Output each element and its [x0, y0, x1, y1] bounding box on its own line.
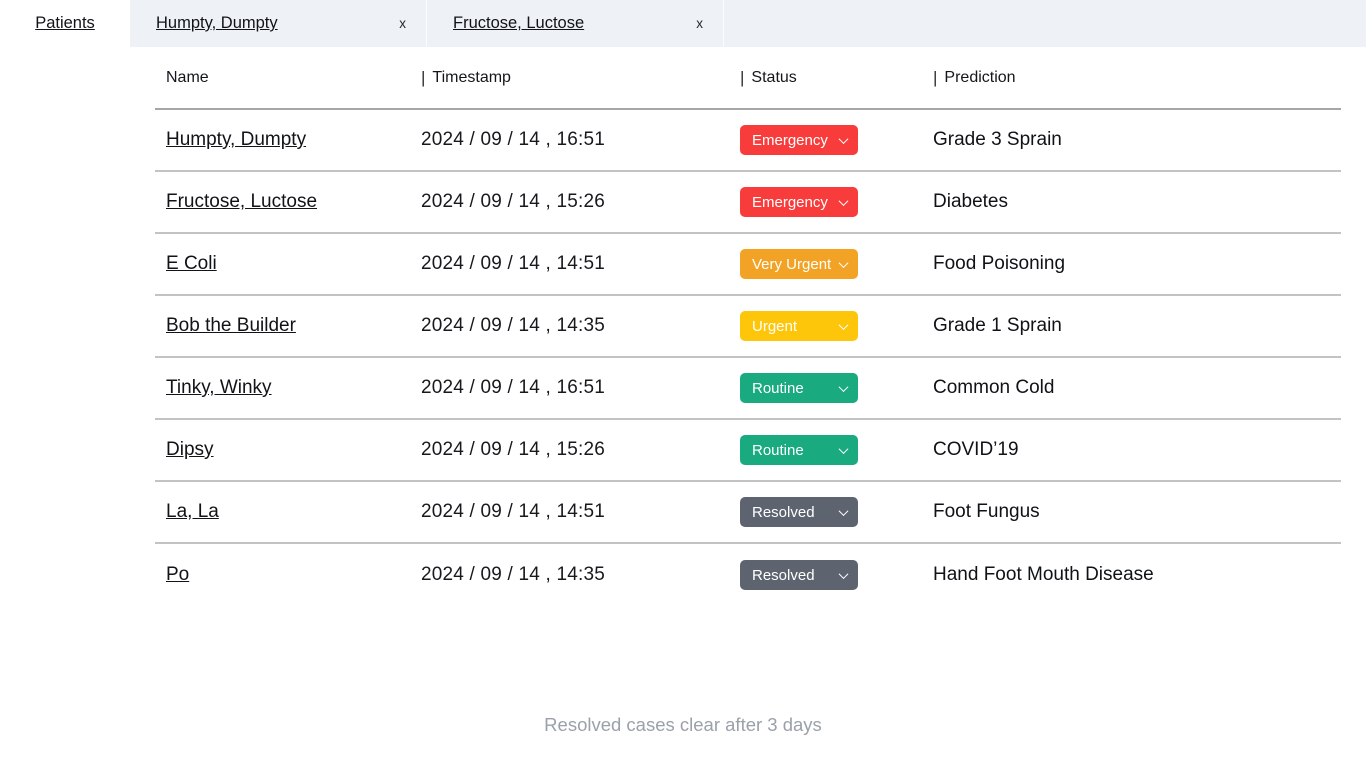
patient-table: Name | Timestamp | Status | Prediction H… [155, 47, 1341, 606]
chevron-down-icon [838, 443, 849, 454]
name-cell: Bob the Builder [155, 315, 421, 337]
status-label: Routine [752, 441, 804, 459]
status-label: Very Urgent [752, 255, 832, 273]
column-divider: | [421, 67, 426, 87]
prediction-cell: COVID’19 [933, 439, 1019, 460]
prediction-cell: Common Cold [933, 377, 1055, 398]
status-cell: Very Urgent [740, 249, 928, 279]
column-header-status: | Status [740, 68, 928, 88]
timestamp-cell: 2024 / 09 / 14 , 14:35 [421, 564, 605, 585]
timestamp-cell: 2024 / 09 / 14 , 14:51 [421, 253, 605, 274]
tab-patients[interactable]: Patients [0, 0, 130, 47]
chevron-down-icon [838, 319, 849, 330]
patient-name-link[interactable]: Po [166, 564, 190, 585]
table-header-row: Name | Timestamp | Status | Prediction [155, 47, 1341, 110]
timestamp-cell: 2024 / 09 / 14 , 14:51 [421, 501, 605, 522]
footer-note: Resolved cases clear after 3 days [544, 714, 822, 735]
status-dropdown-button[interactable]: Routine [740, 373, 858, 403]
status-cell: Emergency [740, 125, 928, 155]
prediction-cell: Grade 1 Sprain [933, 315, 1062, 336]
table-row: Dipsy 2024 / 09 / 14 , 15:26 Routine COV… [155, 420, 1341, 482]
name-cell: Po [155, 564, 421, 586]
prediction-cell: Diabetes [933, 191, 1008, 212]
table-row: Humpty, Dumpty 2024 / 09 / 14 , 16:51 Em… [155, 110, 1341, 172]
status-dropdown-button[interactable]: Resolved [740, 497, 858, 527]
table-row: Fructose, Luctose 2024 / 09 / 14 , 15:26… [155, 172, 1341, 234]
status-label: Routine [752, 379, 804, 397]
patient-tab-label[interactable]: Fructose, Luctose [453, 14, 585, 32]
tab-bar: Patients Humpty, Dumpty x Fructose, Luct… [0, 0, 1366, 47]
status-dropdown-button[interactable]: Urgent [740, 311, 858, 341]
name-cell: La, La [155, 501, 421, 523]
patient-name-link[interactable]: Fructose, Luctose [166, 191, 318, 212]
status-dropdown-button[interactable]: Routine [740, 435, 858, 465]
column-header-label: Timestamp [432, 68, 511, 86]
table-row: Po 2024 / 09 / 14 , 14:35 Resolved Hand … [155, 544, 1341, 606]
status-cell: Emergency [740, 187, 928, 217]
status-label: Resolved [752, 503, 815, 521]
status-dropdown-button[interactable]: Emergency [740, 187, 858, 217]
chevron-down-icon [838, 257, 849, 268]
name-cell: Fructose, Luctose [155, 191, 421, 213]
table-row: Bob the Builder 2024 / 09 / 14 , 14:35 U… [155, 296, 1341, 358]
chevron-down-icon [838, 505, 849, 516]
patient-name-link[interactable]: Bob the Builder [166, 315, 296, 336]
close-icon[interactable]: x [395, 14, 410, 33]
status-dropdown-button[interactable]: Emergency [740, 125, 858, 155]
name-cell: Tinky, Winky [155, 377, 421, 399]
chevron-down-icon [838, 195, 849, 206]
column-divider: | [740, 67, 745, 87]
prediction-cell: Hand Foot Mouth Disease [933, 564, 1154, 585]
open-tabs-strip: Humpty, Dumpty x Fructose, Luctose x [130, 0, 1366, 47]
status-cell: Urgent [740, 311, 928, 341]
status-label: Emergency [752, 193, 828, 211]
status-dropdown-button[interactable]: Resolved [740, 560, 858, 590]
column-header-name: Name [155, 69, 421, 87]
column-header-prediction: | Prediction [928, 68, 1341, 88]
name-cell: Dipsy [155, 439, 421, 461]
patient-name-link[interactable]: E Coli [166, 253, 217, 274]
status-label: Resolved [752, 566, 815, 584]
patient-tab[interactable]: Humpty, Dumpty x [130, 0, 427, 47]
table-row: E Coli 2024 / 09 / 14 , 14:51 Very Urgen… [155, 234, 1341, 296]
chevron-down-icon [838, 381, 849, 392]
prediction-cell: Food Poisoning [933, 253, 1066, 274]
column-header-timestamp: | Timestamp [421, 68, 740, 88]
status-cell: Routine [740, 373, 928, 403]
status-cell: Resolved [740, 560, 928, 590]
status-cell: Resolved [740, 497, 928, 527]
table-row: Tinky, Winky 2024 / 09 / 14 , 16:51 Rout… [155, 358, 1341, 420]
patient-tab[interactable]: Fructose, Luctose x [427, 0, 724, 47]
patient-name-link[interactable]: Dipsy [166, 439, 214, 460]
close-icon[interactable]: x [692, 14, 707, 33]
status-dropdown-button[interactable]: Very Urgent [740, 249, 858, 279]
patient-name-link[interactable]: La, La [166, 501, 219, 522]
column-header-label: Name [166, 68, 209, 86]
patient-name-link[interactable]: Humpty, Dumpty [166, 129, 307, 150]
name-cell: Humpty, Dumpty [155, 129, 421, 151]
table-body: Humpty, Dumpty 2024 / 09 / 14 , 16:51 Em… [155, 110, 1341, 606]
timestamp-cell: 2024 / 09 / 14 , 15:26 [421, 439, 605, 460]
table-row: La, La 2024 / 09 / 14 , 14:51 Resolved F… [155, 482, 1341, 544]
prediction-cell: Grade 3 Sprain [933, 129, 1062, 150]
patients-link[interactable]: Patients [35, 14, 95, 32]
timestamp-cell: 2024 / 09 / 14 , 14:35 [421, 315, 605, 336]
column-divider: | [933, 67, 938, 87]
timestamp-cell: 2024 / 09 / 14 , 16:51 [421, 377, 605, 398]
name-cell: E Coli [155, 253, 421, 275]
chevron-down-icon [838, 133, 849, 144]
column-header-label: Prediction [944, 68, 1016, 86]
patient-name-link[interactable]: Tinky, Winky [166, 377, 272, 398]
status-label: Emergency [752, 131, 828, 149]
patient-tab-label[interactable]: Humpty, Dumpty [156, 14, 278, 32]
timestamp-cell: 2024 / 09 / 14 , 15:26 [421, 191, 605, 212]
column-header-label: Status [751, 68, 797, 86]
chevron-down-icon [838, 568, 849, 579]
status-cell: Routine [740, 435, 928, 465]
timestamp-cell: 2024 / 09 / 14 , 16:51 [421, 129, 605, 150]
prediction-cell: Foot Fungus [933, 501, 1040, 522]
status-label: Urgent [752, 317, 798, 335]
